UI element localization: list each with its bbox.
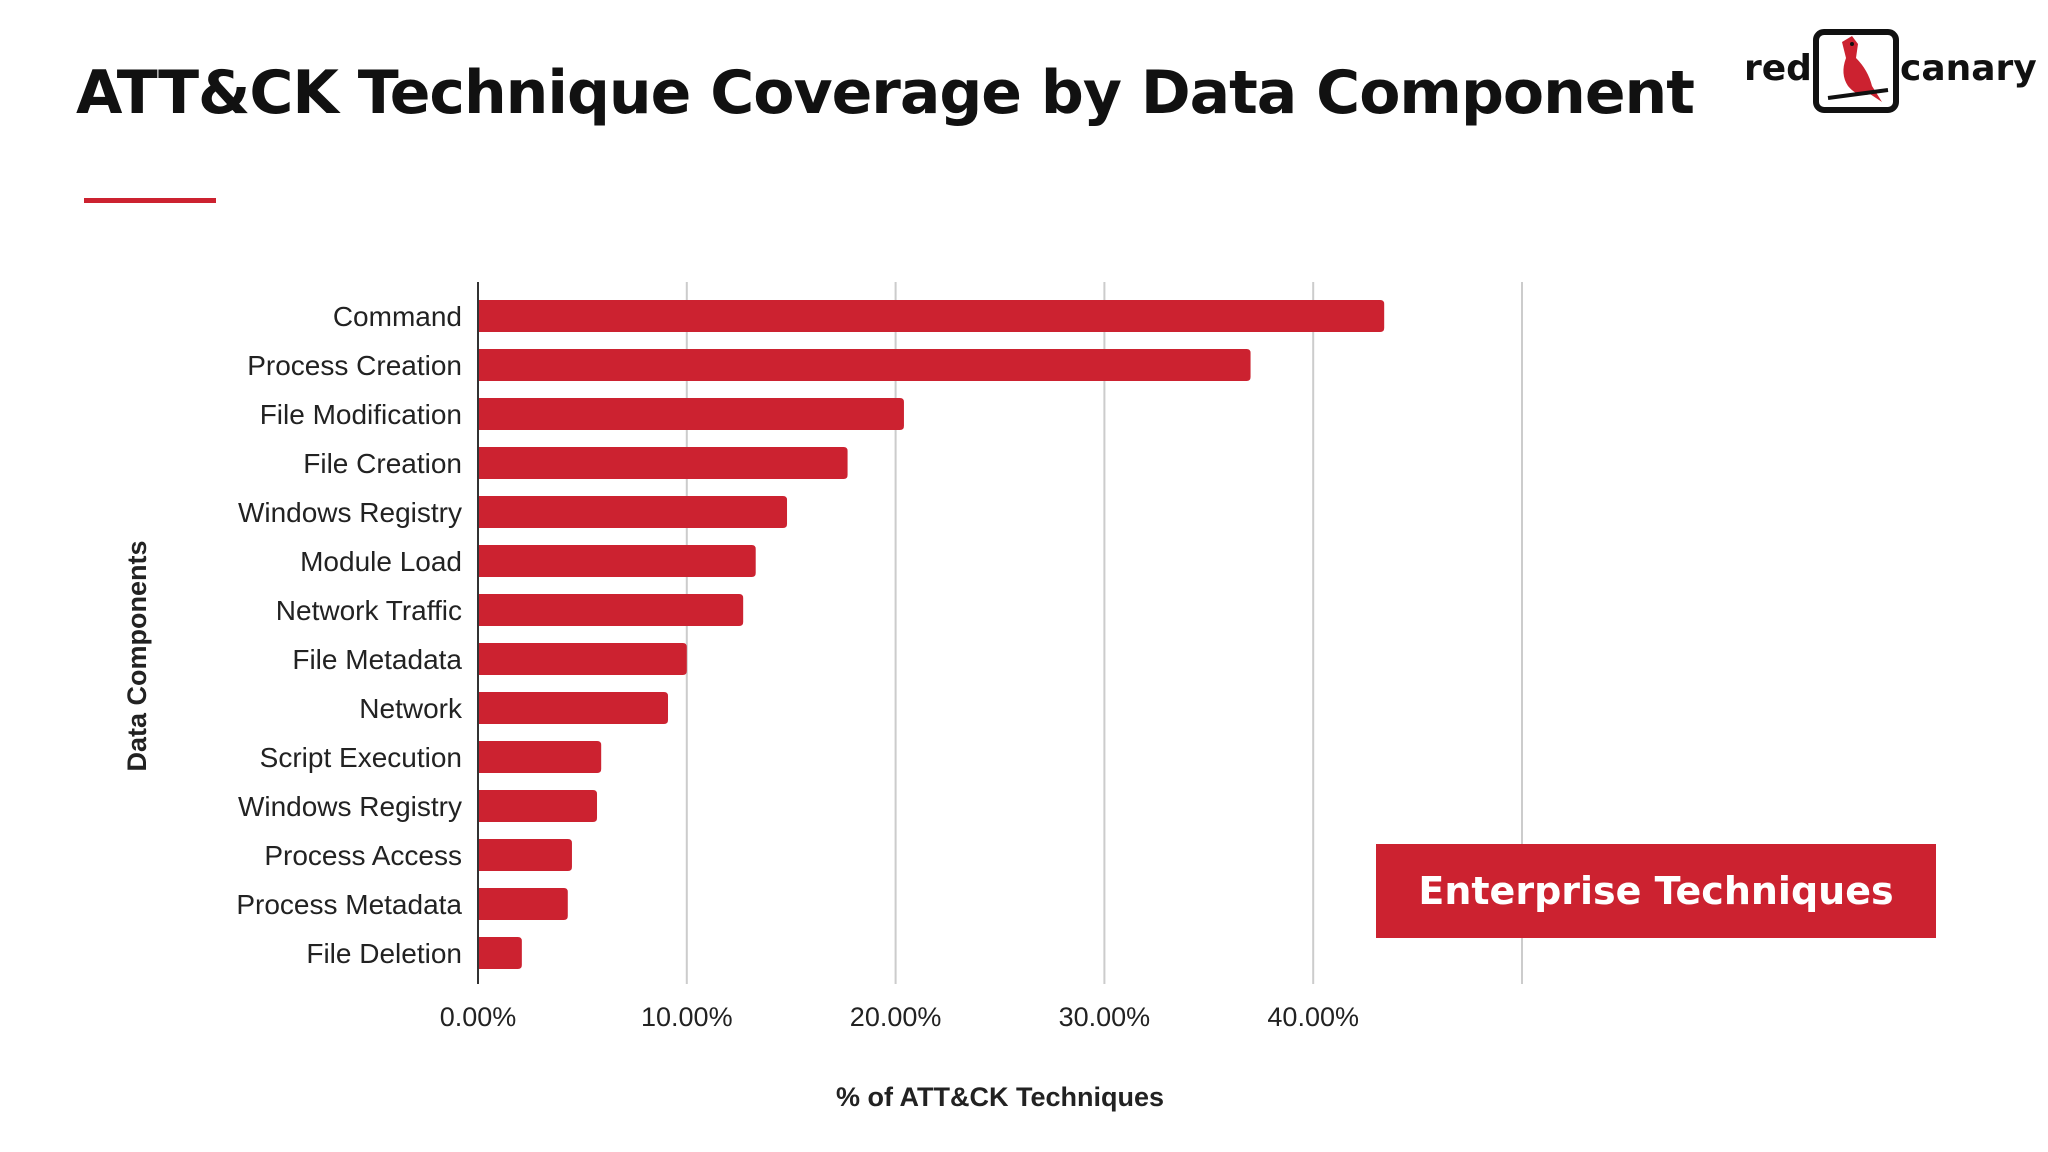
bar-7 (478, 643, 687, 675)
category-label: Network (359, 693, 463, 724)
bar-6 (478, 594, 744, 626)
category-label: Process Metadata (236, 889, 462, 920)
bar-3 (478, 447, 848, 479)
bar-10 (478, 790, 598, 822)
x-tick-label: 40.00% (1267, 1002, 1359, 1032)
category-label: File Metadata (292, 644, 462, 675)
title-underline (84, 198, 216, 203)
bar-1 (478, 349, 1251, 381)
bar-2 (478, 398, 904, 430)
category-label: Network Traffic (276, 595, 462, 626)
bars (478, 300, 1385, 969)
bar-9 (478, 741, 602, 773)
x-tick-label: 0.00% (440, 1002, 517, 1032)
canary-bird-icon (1813, 29, 1899, 113)
x-tick-label: 30.00% (1059, 1002, 1151, 1032)
x-tick-labels: 0.00% 10.00% 20.00% 30.00% 40.00% (440, 1002, 1359, 1032)
x-axis-label: % of ATT&CK Techniques (836, 1082, 1164, 1112)
category-label: File Creation (303, 448, 462, 479)
logo-text-red: red (1744, 48, 1812, 89)
category-label: Windows Registry (238, 497, 462, 528)
bar-11 (478, 839, 572, 871)
red-canary-logo: red canary (1744, 28, 2037, 118)
category-label: Process Access (264, 840, 462, 871)
category-label: Script Execution (260, 742, 462, 773)
enterprise-techniques-badge: Enterprise Techniques (1376, 844, 1936, 938)
x-tick-label: 20.00% (850, 1002, 942, 1032)
category-label: File Modification (260, 399, 462, 430)
bar-5 (478, 545, 756, 577)
page-title: ATT&CK Technique Coverage by Data Compon… (76, 58, 1695, 128)
badge-label: Enterprise Techniques (1418, 869, 1894, 913)
bar-0 (478, 300, 1385, 332)
category-label: File Deletion (306, 938, 462, 969)
category-label: Process Creation (247, 350, 462, 381)
x-tick-label: 10.00% (641, 1002, 733, 1032)
category-label: Command (333, 301, 462, 332)
y-axis-label: Data Components (122, 540, 152, 771)
logo-text-canary: canary (1900, 48, 2037, 89)
bar-12 (478, 888, 568, 920)
category-labels: Command Process Creation File Modification… (236, 301, 463, 969)
bar-13 (478, 937, 522, 969)
bar-8 (478, 692, 669, 724)
bar-4 (478, 496, 788, 528)
category-label: Module Load (300, 546, 462, 577)
category-label: Windows Registry (238, 791, 462, 822)
